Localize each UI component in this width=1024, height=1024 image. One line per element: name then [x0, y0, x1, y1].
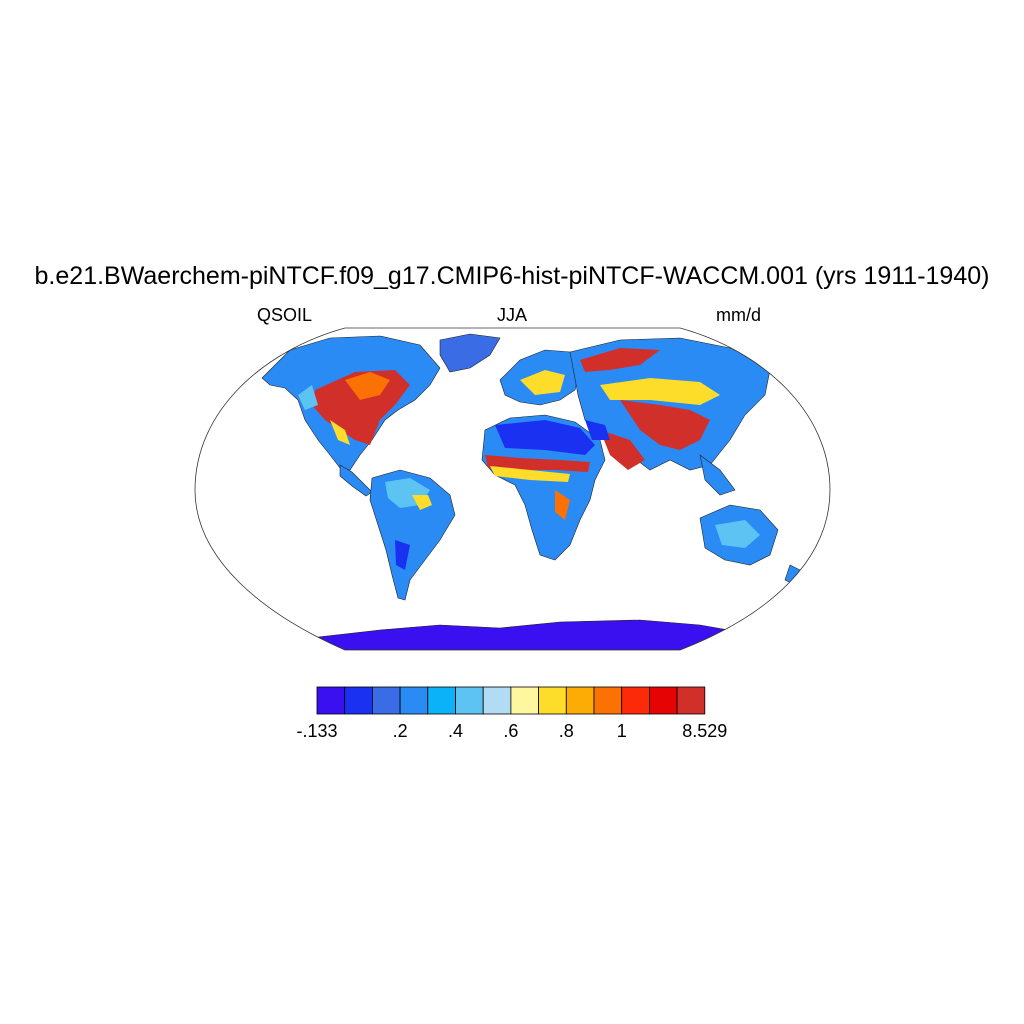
colorbar-box — [621, 686, 650, 715]
colorbar-box — [510, 686, 539, 715]
colorbar-box — [455, 686, 484, 715]
variable-label: QSOIL — [257, 305, 313, 325]
colorbar-box — [538, 686, 567, 715]
colorbar-label: .8 — [559, 721, 574, 741]
colorbar-label: 8.529 — [682, 721, 727, 741]
colorbar-box — [316, 686, 346, 715]
greenland — [439, 333, 501, 373]
units-label: mm/d — [716, 305, 761, 325]
map-border — [194, 327, 831, 651]
colorbar-box — [593, 686, 623, 715]
colorbar-box — [649, 686, 678, 715]
south-america — [369, 469, 456, 601]
colorbar-box — [676, 686, 706, 715]
antarctica — [288, 619, 761, 650]
colorbar-box — [482, 686, 512, 715]
colorbar-label: .2 — [393, 721, 408, 741]
colorbar-label: .6 — [503, 721, 518, 741]
colorbar-label: .4 — [448, 721, 463, 741]
colorbar-box — [371, 686, 401, 715]
season-label: JJA — [496, 305, 527, 325]
colorbar-box — [427, 686, 456, 715]
colorbar-box — [565, 686, 595, 715]
plot-title: b.e21.BWaerchem-piNTCF.f09_g17.CMIP6-his… — [34, 262, 990, 290]
colorbar-label: 1 — [617, 721, 627, 741]
colorbar-box — [399, 686, 429, 715]
colorbar-label: -.133 — [296, 721, 337, 741]
colorbar-box — [344, 686, 373, 715]
